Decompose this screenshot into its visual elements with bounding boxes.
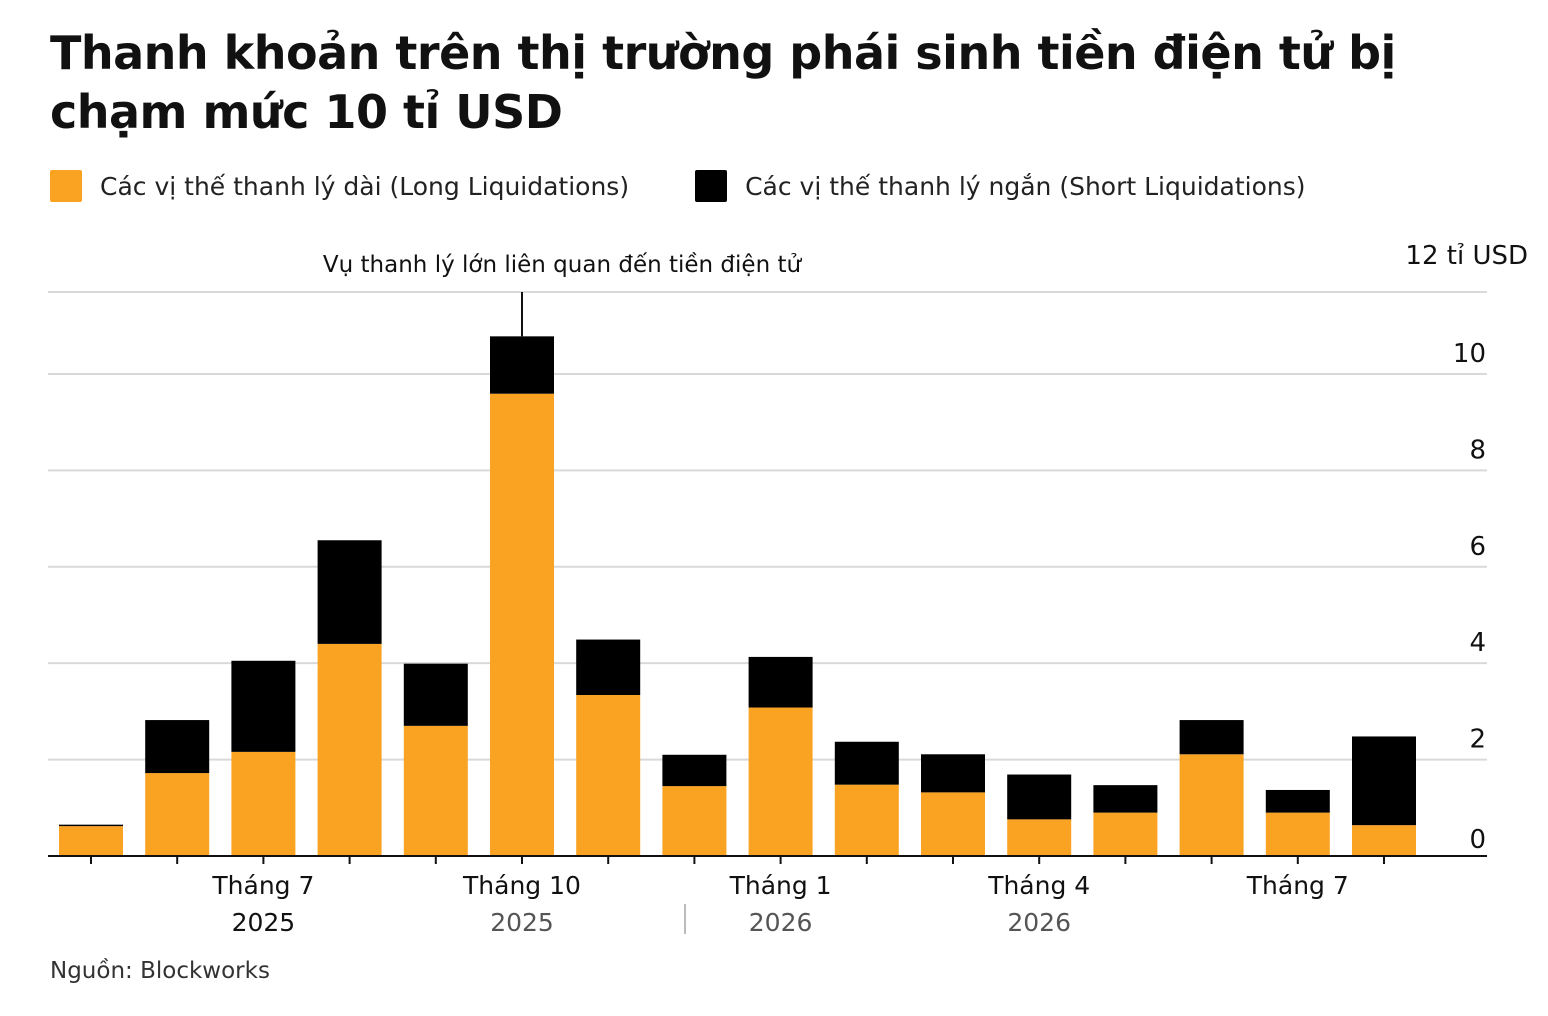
bar-long [1352, 825, 1416, 856]
bar-short [834, 741, 899, 785]
bar-long [1007, 819, 1072, 856]
bar-short [490, 336, 554, 394]
bar-long [490, 393, 554, 856]
legend-label-long: Các vị thế thanh lý dài (Long Liquidatio… [100, 171, 630, 201]
bar-short [1179, 720, 1244, 755]
bar-short [59, 824, 123, 827]
bar-short [403, 663, 468, 726]
bar-long [748, 707, 813, 856]
x-tick-label: Tháng 10 [462, 871, 581, 900]
x-year-label: 2026 [1007, 908, 1071, 937]
bar-long [59, 826, 123, 856]
x-year-label: 2025 [490, 908, 554, 937]
source-note: Nguồn: Blockworks [50, 958, 270, 984]
legend-swatch-long [50, 170, 82, 202]
bar-short [1352, 736, 1416, 826]
y-tick-label: 10 [1453, 339, 1486, 369]
bar-short [231, 660, 296, 752]
y-tick-label: 12 tỉ USD [1405, 241, 1528, 271]
x-tick-label: Tháng 4 [987, 871, 1090, 900]
bar-long [403, 725, 468, 856]
legend: Các vị thế thanh lý dài (Long Liquidatio… [50, 166, 1372, 206]
bar-short [1093, 785, 1158, 813]
legend-label-short: Các vị thế thanh lý ngắn (Short Liquidat… [745, 171, 1306, 201]
bar-long [834, 784, 899, 856]
y-tick-label: 2 [1469, 725, 1486, 755]
y-axis: 0 2 4 6 8 10 12 tỉ USD [1405, 241, 1528, 855]
x-year-label: 2025 [232, 908, 296, 937]
bar-long [317, 643, 382, 856]
bar-long [1093, 812, 1158, 856]
bar-long [145, 773, 210, 856]
bar-short [662, 754, 727, 787]
bar-short [748, 656, 813, 708]
x-tick-label: Tháng 7 [211, 871, 314, 900]
bar-short [145, 720, 210, 774]
legend-item-long: Các vị thế thanh lý dài (Long Liquidatio… [50, 170, 629, 202]
bar-long [231, 751, 296, 856]
bar-short [921, 754, 985, 793]
x-axis: Tháng 7 2025 Tháng 10 2025 Tháng 1 2026 Tháng … [48, 855, 1487, 937]
chart-title: Thanh khoản trên thị trường phái sinh ti… [50, 26, 1396, 139]
x-year-label: 2026 [749, 908, 813, 937]
y-tick-label: 4 [1469, 628, 1486, 658]
annotation-label: Vụ thanh lý lớn liên quan đến tiền điện … [323, 252, 803, 278]
bar-short [1007, 774, 1072, 820]
bar-long [921, 792, 985, 856]
y-tick-label: 0 [1469, 825, 1486, 855]
y-tick-label: 8 [1469, 435, 1486, 465]
legend-item-short: Các vị thế thanh lý ngắn (Short Liquidat… [695, 170, 1306, 202]
bar-long [576, 694, 641, 856]
legend-swatch-short [695, 170, 728, 202]
y-tick-label: 6 [1469, 532, 1486, 562]
bar-short [317, 540, 382, 644]
liquidations-bar-chart: Vụ thanh lý lớn liên quan đến tiền điện … [48, 241, 1528, 937]
bar-long [1179, 754, 1244, 856]
x-tick-label: Tháng 1 [729, 871, 832, 900]
bar-long [1265, 812, 1330, 856]
bar-series [59, 336, 1416, 856]
bar-long [662, 786, 727, 856]
x-tick-label: Tháng 7 [1246, 871, 1349, 900]
bar-short [576, 639, 641, 695]
bar-short [1265, 789, 1330, 813]
annotation: Vụ thanh lý lớn liên quan đến tiền điện … [323, 252, 803, 337]
